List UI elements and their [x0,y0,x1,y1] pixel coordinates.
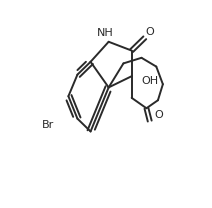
Text: O: O [145,27,154,37]
Text: OH: OH [142,76,159,86]
Text: O: O [154,110,163,120]
Text: Br: Br [42,120,54,130]
Text: NH: NH [97,28,113,38]
